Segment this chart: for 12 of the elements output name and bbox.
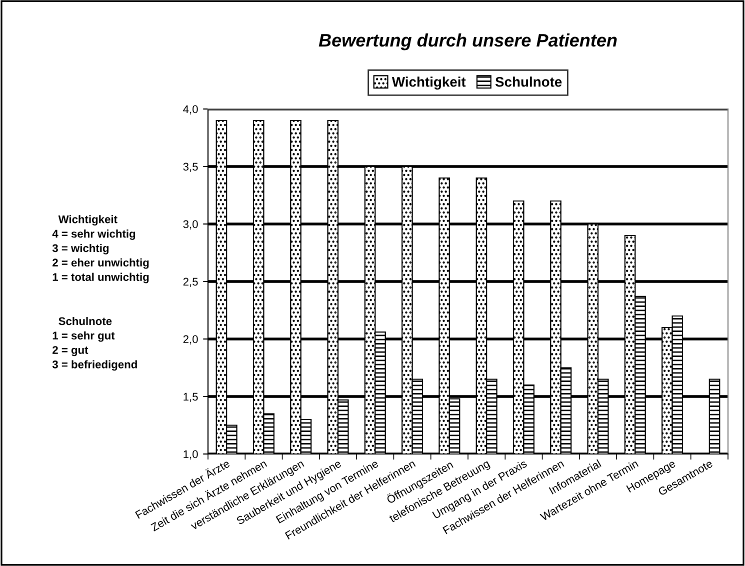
legend-label: Wichtigkeit [392,76,466,90]
y-tick-label: 4,0 [183,105,198,114]
legend-label: Schulnote [495,76,562,87]
text: Wichtigkeit 4 = sehr wichtig 3 = wichtig 2 = eher unwichtig 1 = total unwichtig [52,215,149,284]
y-tick-label: 1,0 [184,450,198,460]
text: Schulnote 1 = sehr gut 2 = gut 3 = befriedigend [52,316,137,371]
y-tick-label: 3,5 [183,162,198,172]
chart-title: Bewertung durch unsere Patienten [318,33,617,50]
y-tick-label: 2,5 [183,278,198,287]
y-tick-label: 3,0 [183,220,198,230]
y-tick-label: 2,0 [183,335,198,344]
y-tick-label: 1,5 [184,392,198,402]
